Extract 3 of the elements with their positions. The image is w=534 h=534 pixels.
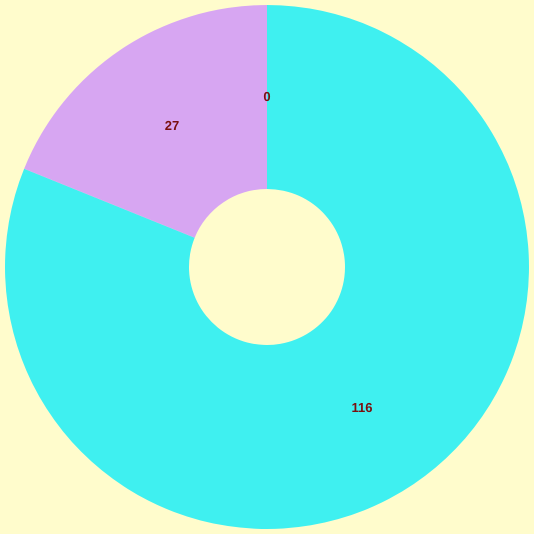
data-label: 27 [164, 118, 180, 134]
donut-slice [5, 5, 529, 529]
data-label: 116 [352, 400, 373, 415]
